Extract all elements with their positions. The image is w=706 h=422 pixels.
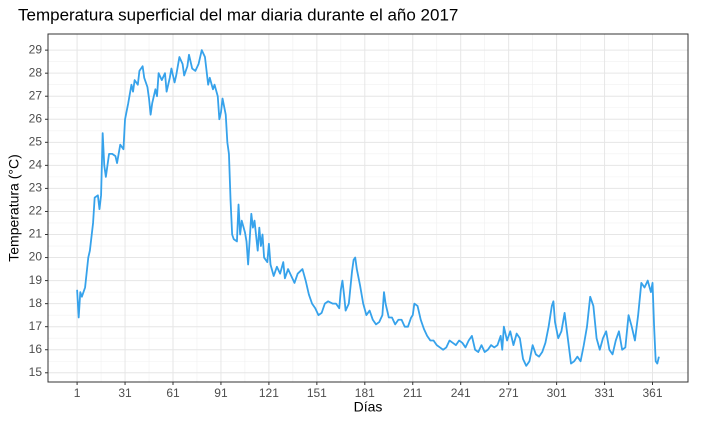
y-tick-label: 17 [29, 319, 43, 333]
panel-border [47, 33, 689, 383]
y-tick-label: 24 [29, 158, 43, 172]
x-tick-label: 241 [451, 386, 471, 400]
chart-title: Temperatura superficial del mar diaria d… [18, 5, 458, 24]
x-tick-label: 31 [118, 386, 132, 400]
y-tick-label: 19 [29, 273, 43, 287]
x-tick-label: 151 [307, 386, 327, 400]
x-tick-label: 61 [166, 386, 180, 400]
x-tick-label: 121 [259, 386, 279, 400]
x-tick-label: 271 [499, 386, 519, 400]
y-tick-label: 29 [29, 42, 43, 56]
y-tick-label: 22 [29, 204, 43, 218]
y-tick-label: 27 [29, 88, 43, 102]
y-tick-label: 21 [29, 227, 43, 241]
y-tick-label: 28 [29, 65, 43, 79]
x-tick-label: 361 [642, 386, 662, 400]
y-tick-label: 18 [29, 296, 43, 310]
y-tick-label: 26 [29, 111, 43, 125]
y-tick-label: 16 [29, 342, 43, 356]
x-tick-label: 181 [355, 386, 375, 400]
x-tick-label: 211 [403, 386, 422, 400]
y-tick-label: 15 [29, 365, 43, 379]
y-tick-label: 25 [29, 134, 43, 148]
y-axis-title: Temperatura (°C) [6, 154, 22, 262]
y-tick-label: 20 [29, 250, 43, 264]
y-tick-label: 23 [29, 181, 43, 195]
x-tick-label: 91 [214, 386, 228, 400]
x-tick-label: 1 [74, 386, 81, 400]
x-axis-title: Días [354, 399, 383, 415]
x-tick-label: 301 [547, 386, 567, 400]
data-line [76, 49, 660, 367]
x-tick-label: 331 [595, 386, 615, 400]
